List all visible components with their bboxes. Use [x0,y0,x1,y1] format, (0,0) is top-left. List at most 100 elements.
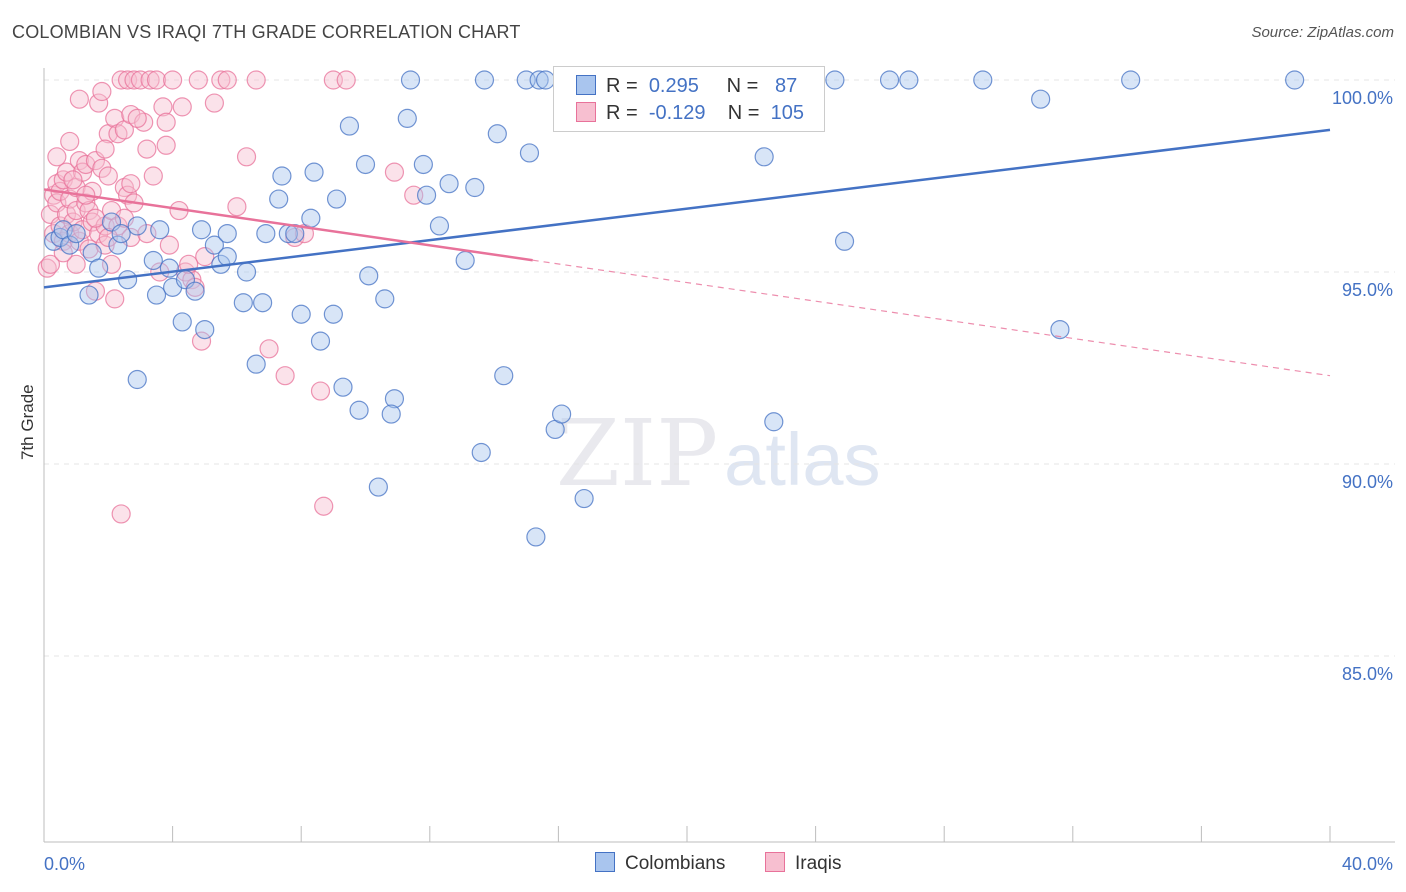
colombians-point [66,224,86,244]
iraqis-point [191,331,212,351]
colombians-point [519,143,540,163]
iraqis-point [69,231,89,251]
iraqis-point [246,70,266,90]
colombians-points [44,70,1305,547]
iraqis-point [156,112,176,132]
x-tick-label: 40.0% [1342,854,1393,874]
iraqis-point [137,139,157,159]
y-tick-label: 85.0% [1342,664,1393,684]
iraqis-point [336,70,356,90]
colombians-point [204,235,224,255]
iraqis-point [76,154,96,175]
r-label: R = [606,75,638,97]
iraqis-point [121,174,141,194]
iraqis-point [92,158,112,178]
n-label: N = [727,102,760,124]
colombians-point [195,320,215,340]
colombians-point [529,70,549,90]
colombians-point [233,293,253,313]
colombians-point [89,258,109,278]
colombians-point [764,412,784,432]
colombians-point [574,488,594,509]
colombians-point [301,208,321,228]
colombians-point [471,442,491,463]
colombians-point [60,235,80,255]
iraqis-trend-line [43,188,533,262]
iraqis-point [63,212,83,232]
colombians-point [494,366,514,386]
iraqis-point [89,224,109,244]
stats-legend: R = 0.295 N = 87 R = -0.129 N = 105 [553,66,825,132]
colombians-point [429,216,450,236]
colombians-point [439,174,459,194]
colombians-point [474,70,495,90]
iraqis-point [76,193,96,213]
iraqis-point [105,289,125,309]
iraqis-swatch [576,102,596,122]
iraqis-point [111,504,131,524]
iraqis-point [137,224,157,244]
iraqis-point [101,254,122,274]
iraqis-point [204,93,224,113]
colombians-legend-swatch [595,852,615,872]
iraqis-point [314,496,334,516]
colombians-point [349,400,369,420]
iraqis-point [217,70,237,90]
iraqis-point [56,162,77,182]
n-value: 105 [770,102,804,124]
y-tick-label: 95.0% [1342,280,1393,300]
iraqis-point [146,70,167,90]
colombians-point [879,70,900,90]
axes [43,68,1395,843]
colombians-point [127,216,147,236]
colombians-legend-label: Colombians [625,853,726,874]
colombians-point [526,527,546,547]
colombians-point [333,377,353,397]
iraqis-point [130,70,151,90]
colombians-point [899,70,919,90]
colombians-point [79,285,99,305]
legend-row-colombians: R = 0.295 N = 87 [576,75,797,99]
iraqis-point [159,235,179,255]
iraqis-point [153,97,173,117]
iraqis-trend-line-dashed [532,259,1331,377]
n-value: 87 [775,75,798,97]
iraqis-point [182,270,202,290]
legend-row-iraqis: R = -0.129 N = 105 [576,102,804,126]
colombians-point [185,281,205,301]
series-legend: Colombians Iraqis [0,852,1406,878]
iraqis-point [211,70,231,90]
iraqis-point [89,93,109,113]
colombians-point [397,108,417,129]
colombians-point [384,389,405,409]
colombians-point [323,304,343,324]
colombians-point [291,304,311,324]
chart-title: COLOMBIAN VS IRAQI 7TH GRADE CORRELATION… [12,22,521,42]
iraqis-point [98,166,118,186]
iraqis-point [156,135,176,155]
iraqis-point [95,139,115,159]
colombians-point [246,354,266,374]
trend-lines [43,128,1331,377]
r-label: R = [606,102,638,124]
colombians-point [339,116,360,136]
iraqis-point [79,200,99,221]
iraqis-point [56,204,77,224]
colombians-point [375,289,395,309]
colombians-point [146,285,167,305]
iraqis-point [69,89,89,109]
colombians-point [272,166,292,186]
colombians-point [111,224,131,244]
r-value: -0.129 [648,102,706,124]
colombians-point [143,250,163,271]
colombians-point [172,312,192,332]
colombians-point [191,220,212,240]
colombians-trend-line [43,128,1331,289]
iraqis-point [227,197,247,217]
colombians-point [236,262,257,282]
iraqis-point [98,227,118,248]
iraqis-point [60,131,80,152]
legend-iraqis: Iraqis [765,852,841,875]
n-label: N = [726,75,759,97]
